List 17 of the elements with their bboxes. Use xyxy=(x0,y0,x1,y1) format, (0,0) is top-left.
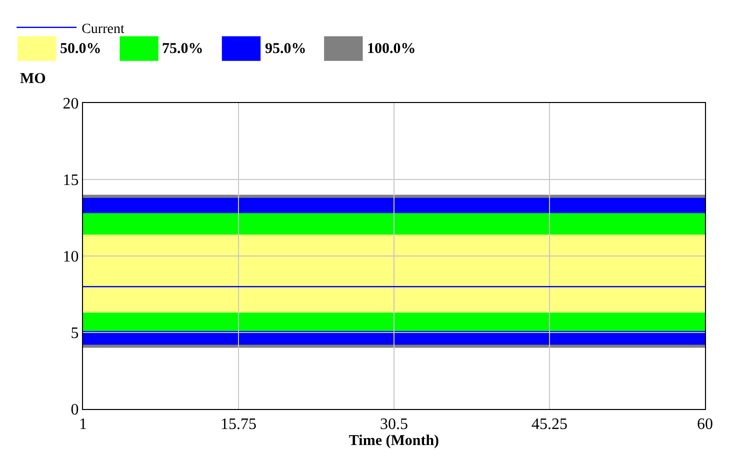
y-tick-label: 5 xyxy=(70,325,79,342)
y-tick-label: 0 xyxy=(70,402,79,419)
y-tick-label: 20 xyxy=(62,96,79,113)
legend-label: 75.0% xyxy=(162,41,204,57)
legend-label: Current xyxy=(82,22,124,37)
x-tick-label: 60 xyxy=(697,416,713,434)
x-tick-label: 1 xyxy=(79,416,87,434)
x-tick-label: 45.25 xyxy=(532,416,568,434)
x-axis-title: Time (Month) xyxy=(348,433,440,450)
x-tick-label: 30.5 xyxy=(380,416,408,434)
legend-label: 95.0% xyxy=(265,41,306,57)
legend-label: 50.0% xyxy=(60,41,102,57)
y-tick-label: 15 xyxy=(62,172,79,190)
y-axis-title: MO xyxy=(20,71,46,87)
x-tick-label: 15.75 xyxy=(220,416,256,434)
legend-label: 100.0% xyxy=(367,41,416,57)
y-tick-label: 10 xyxy=(62,248,79,266)
